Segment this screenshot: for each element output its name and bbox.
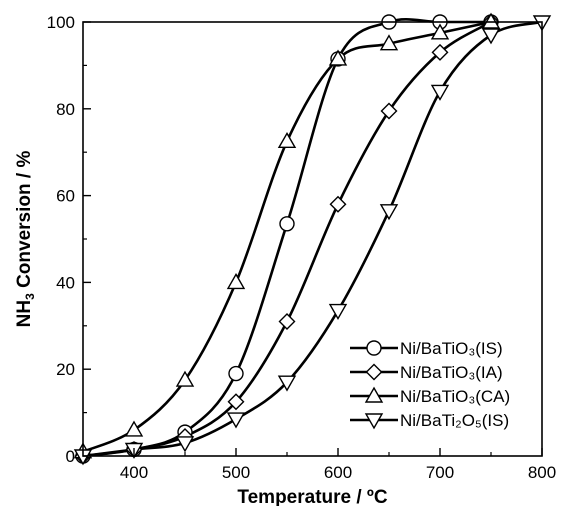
legend-label: Ni/BaTiO₃(CA) bbox=[400, 387, 510, 406]
data-point-triangle-down bbox=[226, 412, 246, 429]
x-tick-label: 400 bbox=[120, 463, 148, 482]
data-point-triangle-down bbox=[328, 303, 348, 321]
legend-entry: Ni/BaTi₂O₅(IS) bbox=[350, 411, 509, 430]
y-tick-labels: 0 20 40 60 80 100 bbox=[47, 13, 75, 466]
data-point-triangle-up bbox=[481, 12, 501, 29]
y-tick-label: 20 bbox=[56, 360, 75, 379]
data-point-triangle-up bbox=[277, 131, 297, 149]
series-line-2 bbox=[82, 20, 492, 458]
x-tick-label: 500 bbox=[222, 463, 250, 482]
series-markers bbox=[73, 12, 552, 466]
data-point-diamond bbox=[278, 312, 296, 330]
legend-entry: Ni/BaTiO₃(IA) bbox=[350, 363, 503, 382]
series-line-4 bbox=[82, 20, 543, 458]
data-point-triangle-up bbox=[175, 370, 195, 387]
legend-label: Ni/BaTiO₃(IA) bbox=[400, 363, 503, 382]
x-tick-labels: 400 500 600 700 800 bbox=[120, 463, 556, 482]
y-axis-title-subscript: 3 bbox=[23, 293, 37, 300]
legend-marker-diamond bbox=[365, 363, 383, 381]
data-point-triangle-down bbox=[430, 84, 450, 101]
y-tick-label: 0 bbox=[66, 447, 75, 466]
data-point-triangle-down bbox=[481, 28, 501, 45]
x-tick-label: 600 bbox=[324, 463, 352, 482]
data-point-triangle-down bbox=[175, 436, 195, 453]
legend-label: Ni/BaTi₂O₅(IS) bbox=[400, 411, 509, 430]
data-point-diamond bbox=[380, 102, 398, 120]
y-axis-title-rest: Conversion / % bbox=[14, 151, 35, 294]
series-line-3 bbox=[82, 20, 492, 453]
legend-marker-circle bbox=[366, 340, 382, 356]
data-point-triangle-up bbox=[124, 420, 144, 437]
data-point-circle bbox=[228, 365, 244, 382]
x-tick-label: 800 bbox=[528, 463, 556, 482]
data-point-triangle-up bbox=[430, 23, 450, 40]
data-point-triangle-down bbox=[277, 375, 297, 392]
legend-marker-triangle-up bbox=[364, 386, 384, 403]
data-point-diamond bbox=[329, 195, 347, 213]
legend-marker-triangle-down bbox=[364, 413, 384, 430]
data-point-triangle-down bbox=[379, 204, 399, 221]
data-point-diamond bbox=[227, 393, 245, 411]
y-axis-title-main: NH bbox=[14, 300, 35, 327]
data-point-triangle-up bbox=[226, 272, 246, 290]
y-tick-label: 60 bbox=[56, 187, 75, 206]
legend-entry: Ni/BaTiO₃(CA) bbox=[350, 386, 510, 406]
legend-entry: Ni/BaTiO₃(IS) bbox=[350, 339, 503, 358]
data-point-circle bbox=[279, 216, 295, 232]
data-point-triangle-up bbox=[328, 49, 348, 66]
legend-label: Ni/BaTiO₃(IS) bbox=[400, 339, 503, 358]
y-tick-label: 80 bbox=[56, 100, 75, 119]
y-tick-label: 40 bbox=[56, 273, 75, 292]
legend: Ni/BaTiO₃(IS) Ni/BaTiO₃(IA) Ni/BaTiO₃(CA) N… bbox=[350, 339, 510, 430]
data-point-diamond bbox=[431, 43, 449, 61]
axis-ticks bbox=[83, 21, 543, 457]
y-axis-title: NH3 Conversion / % bbox=[14, 151, 37, 328]
data-point-triangle-up bbox=[379, 34, 399, 51]
x-axis-title: Temperature / ºC bbox=[237, 487, 387, 506]
y-tick-label: 100 bbox=[47, 13, 75, 32]
x-tick-label: 700 bbox=[426, 463, 454, 482]
